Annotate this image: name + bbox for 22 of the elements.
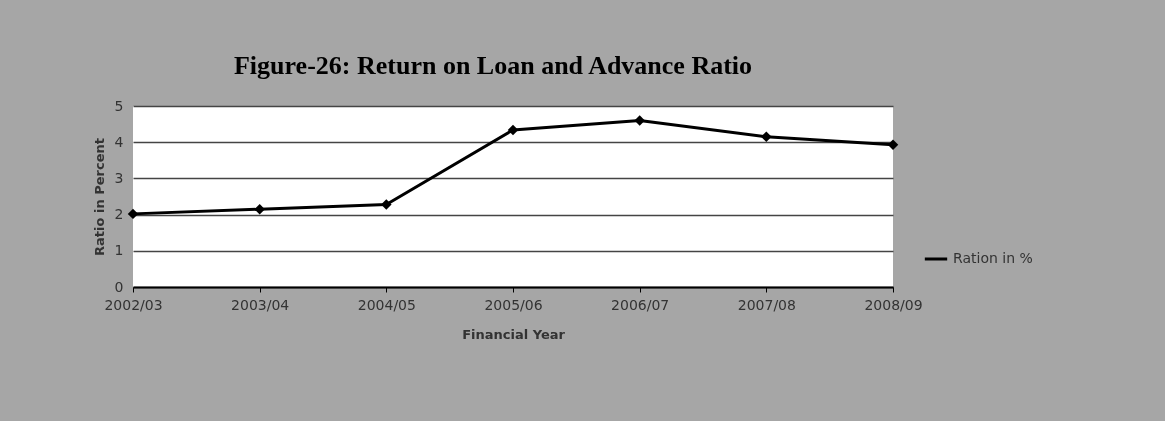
x-tick-label: 2006/07 (611, 296, 670, 313)
point (254, 203, 265, 215)
point (634, 115, 645, 126)
point (761, 131, 772, 143)
x-tick-label: 2008/09 (864, 296, 923, 313)
point (507, 124, 519, 136)
y-tick-label: 2 (114, 206, 124, 223)
x-tick-label: 2007/08 (737, 296, 796, 313)
legend-label: Ration in % (953, 250, 1033, 266)
y-tick-label: 0 (114, 278, 124, 295)
y-tick-label: 1 (114, 242, 124, 259)
x-axis-title: Financial Year (462, 326, 566, 342)
x-tick-label: 2004/05 (357, 296, 416, 313)
x-tick-label: 2005/06 (484, 296, 543, 313)
point (381, 199, 392, 210)
y-tick-label: 3 (114, 169, 124, 186)
y-axis-title: Ratio in Percent (91, 138, 107, 256)
x-tick-label: 2003/04 (231, 296, 290, 313)
y-tick-label: 4 (114, 133, 124, 150)
y-tick-label: 5 (114, 97, 124, 114)
chart-title: Figure-26: Return on Loan and Advance Ratio (233, 51, 753, 80)
x-tick-label: 2002/03 (104, 296, 163, 313)
